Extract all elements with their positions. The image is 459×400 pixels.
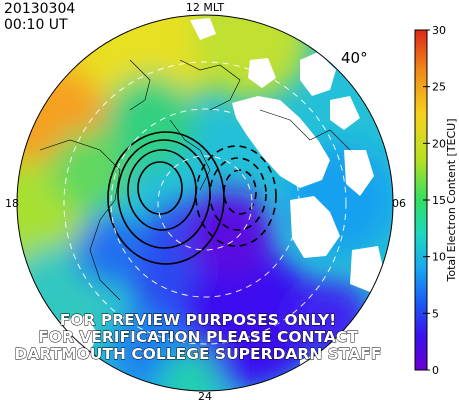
colorbar-tick-label: 5 — [432, 307, 439, 320]
colorbar-tick-label: 30 — [432, 24, 446, 37]
date-label: 20130304 — [4, 1, 75, 17]
preview-watermark: FOR PREVIEW PURPOSES ONLY! FOR VERIFICAT… — [14, 311, 382, 364]
mlt-label-top: 12 MLT — [186, 1, 225, 14]
colorbar-tick-label: 15 — [432, 194, 446, 207]
colorbar-tick-label: 0 — [432, 364, 439, 377]
latitude-label: 40° — [341, 49, 368, 67]
colorbar-tick-label: 25 — [432, 81, 446, 94]
time-label: 00:10 UT — [4, 17, 68, 33]
watermark-line-2: FOR VERIFICATION PLEASE CONTACT — [38, 328, 358, 346]
disc-outline — [16, 14, 394, 392]
mlt-label-bottom: 24 — [198, 390, 212, 400]
watermark-line-1: FOR PREVIEW PURPOSES ONLY! — [60, 311, 336, 329]
colorbar-ticks: 0 5 10 15 20 25 30 — [423, 24, 446, 377]
coastlines — [39, 59, 351, 301]
colorbar: 0 5 10 15 20 25 30 Total Electron Content [TEC… — [414, 24, 458, 377]
watermark-line-3: DARTMOUTH COLLEGE SUPERDARN STAFF — [15, 345, 382, 363]
latitude-circles — [63, 61, 347, 345]
convection-contours — [107, 131, 277, 265]
mlt-label-right: 06 — [392, 197, 406, 210]
colorbar-label: Total Electron Content [TECU] — [445, 118, 458, 282]
colorbar-tick-label: 10 — [432, 251, 446, 264]
mlt-label-left: 18 — [5, 197, 19, 210]
colorbar-tick-label: 20 — [432, 137, 446, 150]
